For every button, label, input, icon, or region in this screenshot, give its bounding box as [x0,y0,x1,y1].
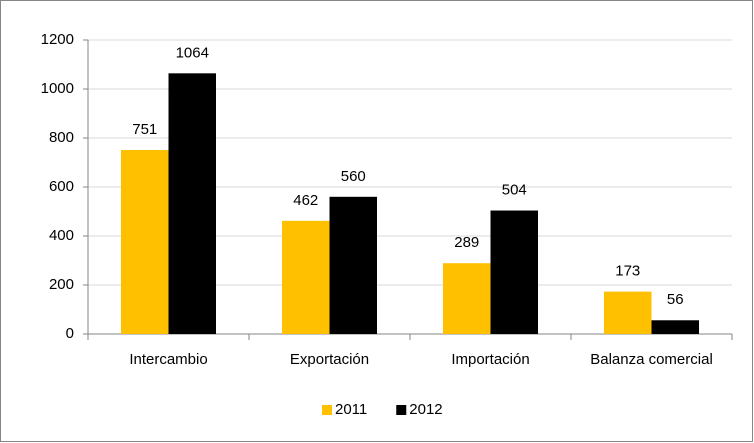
y-tick-label: 1200 [41,31,74,48]
data-label: 560 [341,168,366,185]
y-tick-label: 400 [49,227,74,244]
bar [443,263,491,334]
data-label: 751 [132,121,157,138]
y-tick-label: 600 [49,178,74,195]
data-label: 289 [454,234,479,251]
y-tick-label: 0 [66,325,74,342]
bar [490,210,538,334]
bar [168,73,216,334]
bar [282,220,330,334]
bar [651,320,699,334]
data-label: 504 [502,181,527,198]
bar [121,150,169,334]
y-tick-label: 1000 [41,80,74,97]
legend-label: 2011 [335,401,367,418]
x-tick-label: Intercambio [129,351,207,368]
x-tick-label: Exportación [290,351,369,368]
legend-swatch [322,405,332,415]
bar [604,291,652,334]
x-tick-label: Importación [451,351,529,368]
data-label: 173 [615,263,640,280]
data-label: 1064 [176,44,209,61]
legend-swatch [396,405,407,415]
bar [329,196,377,334]
data-label: 462 [293,192,318,209]
x-tick-label: Balanza comercial [590,351,713,368]
y-tick-label: 800 [49,129,74,146]
legend-label: 2012 [409,401,442,418]
y-tick-label: 200 [49,276,74,293]
data-label: 56 [667,291,684,308]
